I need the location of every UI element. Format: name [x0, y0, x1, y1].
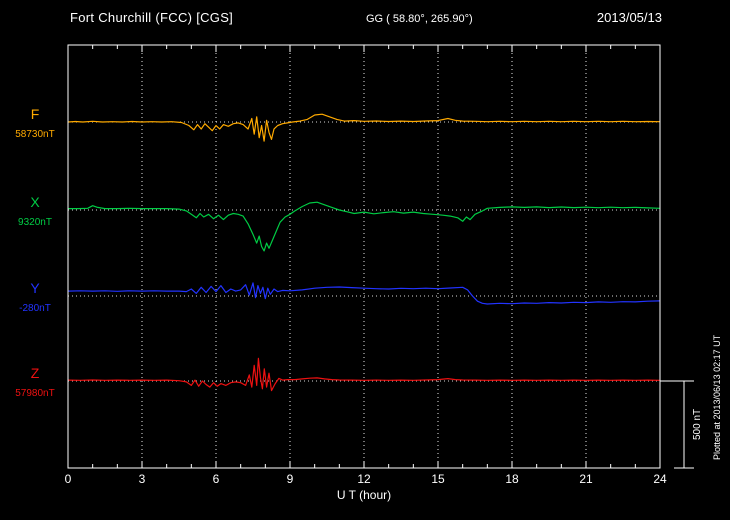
- series-label-Y: Y -280nT: [6, 280, 64, 314]
- x-tick-label-0: 0: [64, 472, 72, 486]
- x-tick-label-15: 15: [431, 472, 445, 486]
- scalebar-label: 500 nT: [692, 408, 703, 441]
- series-baseline-value-Z: 57980nT: [15, 388, 55, 399]
- x-tick-label-24: 24: [653, 472, 667, 486]
- geographic-coordinates: GG ( 58.80°, 265.90°): [366, 13, 473, 25]
- x-axis-title: U T (hour): [336, 488, 392, 502]
- plot-frame: [67, 44, 661, 469]
- x-tick-label-6: 6: [212, 472, 220, 486]
- x-tick-label-12: 12: [357, 472, 371, 486]
- series-letter-X: X: [30, 194, 40, 210]
- station-title: Fort Churchill (FCC) [CGS]: [70, 10, 234, 25]
- series-baseline-value-X: 9320nT: [18, 217, 52, 228]
- x-tick-label-18: 18: [505, 472, 519, 486]
- x-tick-label-9: 9: [286, 472, 294, 486]
- series-letter-Z: Z: [30, 365, 40, 381]
- series-label-Z: Z 57980nT: [6, 365, 64, 399]
- x-tick-label-3: 3: [138, 472, 146, 486]
- x-tick-label-21: 21: [579, 472, 593, 486]
- trace-Y: [67, 282, 661, 305]
- trace-Z: [67, 357, 661, 392]
- series-letter-F: F: [30, 106, 40, 122]
- plot-date: 2013/05/13: [596, 10, 662, 25]
- series-letter-Y: Y: [30, 280, 40, 296]
- plot-timestamp-note: Plotted at 2013/06/13 02:17 UT: [712, 334, 722, 460]
- series-label-X: X 9320nT: [6, 194, 64, 228]
- series-label-F: F 58730nT: [6, 106, 64, 140]
- trace-F: [67, 113, 661, 142]
- trace-X: [68, 201, 661, 252]
- series-baseline-value-Y: -280nT: [19, 303, 51, 314]
- series-baseline-value-F: 58730nT: [15, 129, 55, 140]
